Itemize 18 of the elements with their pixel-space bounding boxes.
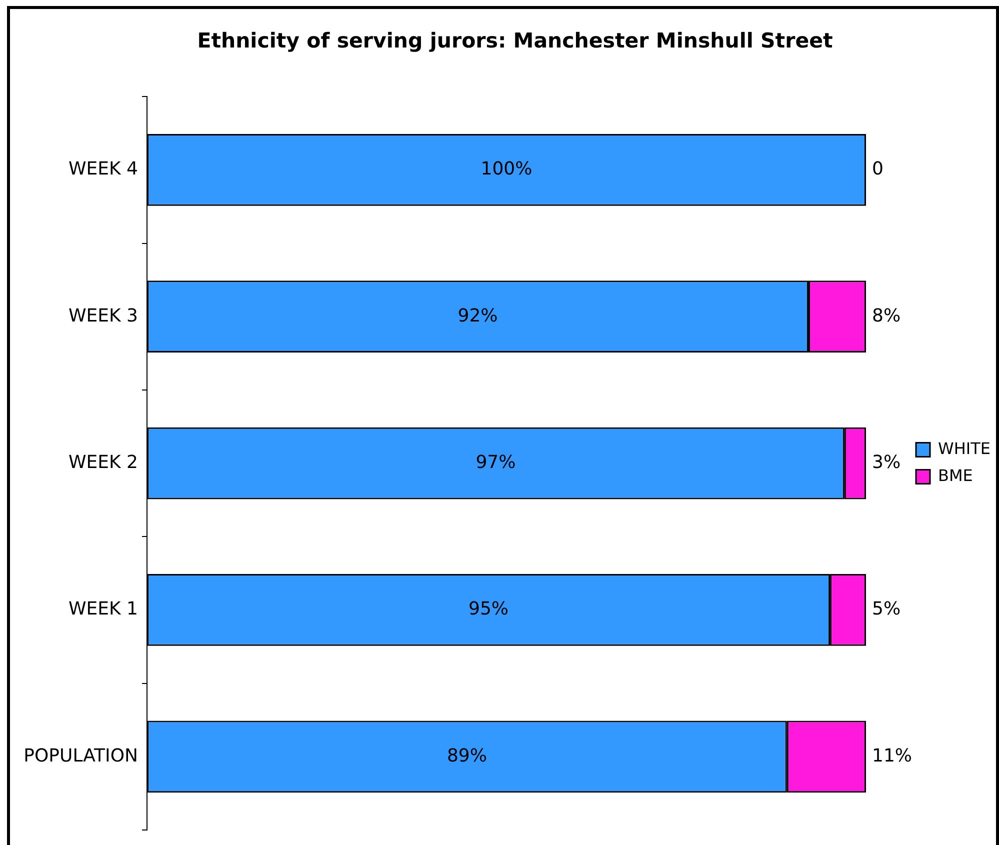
data-label: 97%: [476, 452, 516, 473]
chart-title: Ethnicity of serving jurors: Manchester Minshull Street: [197, 28, 834, 53]
y-tick-label: POPULATION: [24, 745, 138, 766]
y-tick-label: WEEK 1: [68, 598, 138, 620]
data-label: 5%: [872, 598, 901, 620]
legend-label: BME: [938, 466, 973, 485]
y-tick-label: WEEK 2: [68, 452, 138, 473]
legend-label: WHITE: [938, 438, 990, 458]
data-label: 95%: [468, 598, 509, 620]
data-label: 0: [872, 158, 884, 180]
y-tick-label: WEEK 4: [68, 158, 138, 180]
data-label: 8%: [872, 305, 901, 326]
y-tick-label: WEEK 3: [68, 305, 138, 326]
data-label: 89%: [446, 745, 487, 766]
data-label: 100%: [480, 158, 532, 180]
data-label: 11%: [872, 745, 912, 766]
data-label: 92%: [458, 305, 498, 326]
data-label: 3%: [872, 452, 901, 473]
